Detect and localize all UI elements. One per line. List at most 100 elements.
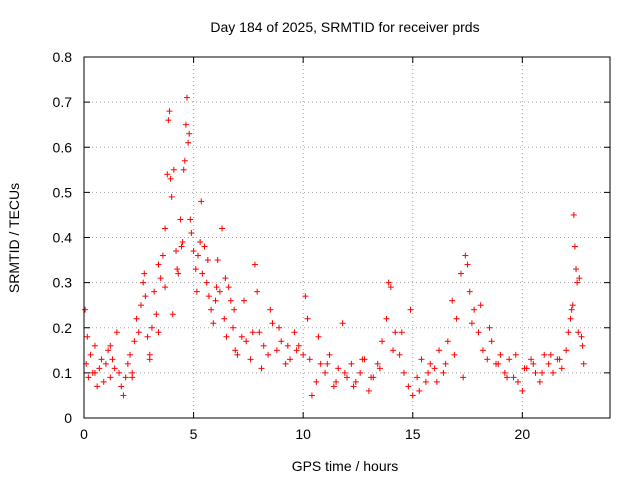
- data-point: [98, 356, 105, 363]
- data-point: [122, 374, 129, 381]
- data-point: [181, 157, 188, 164]
- data-point: [512, 351, 519, 358]
- data-point: [141, 270, 148, 277]
- data-point: [193, 288, 200, 295]
- data-point: [291, 329, 298, 336]
- data-point: [184, 94, 191, 101]
- data-point: [484, 356, 491, 363]
- data-point: [495, 360, 502, 367]
- data-point: [94, 383, 101, 390]
- data-point: [230, 324, 237, 331]
- data-point: [213, 284, 220, 291]
- y-tick-label: 0.5: [53, 184, 73, 200]
- data-point: [387, 284, 394, 291]
- data-point: [221, 315, 228, 322]
- data-point: [223, 333, 230, 340]
- data-point: [453, 315, 460, 322]
- data-point: [203, 279, 210, 286]
- data-point: [479, 347, 486, 354]
- data-point: [385, 279, 392, 286]
- data-point: [91, 369, 98, 376]
- data-point: [170, 166, 177, 173]
- data-point: [162, 284, 169, 291]
- data-point: [368, 374, 375, 381]
- data-point: [190, 248, 197, 255]
- data-point: [574, 279, 581, 286]
- data-point: [409, 392, 416, 399]
- data-point: [335, 365, 342, 372]
- y-tick-label: 0.6: [53, 139, 73, 155]
- data-point: [449, 297, 456, 304]
- data-point: [462, 252, 469, 259]
- data-point: [201, 243, 208, 250]
- data-point: [116, 369, 123, 376]
- data-point: [545, 360, 552, 367]
- data-point: [258, 365, 265, 372]
- data-point: [405, 383, 412, 390]
- data-point: [178, 243, 185, 250]
- data-point: [431, 365, 438, 372]
- data-point: [120, 392, 127, 399]
- data-point: [131, 338, 138, 345]
- data-point: [536, 378, 543, 385]
- data-point: [287, 356, 294, 363]
- data-point: [295, 342, 302, 349]
- data-point: [315, 333, 322, 340]
- y-tick-labels: 0 0.1 0.2 0.3 0.4 0.5 0.6 0.7 0.8: [53, 49, 73, 426]
- data-point: [528, 356, 535, 363]
- x-tick-labels: 0 5 10 15 20: [80, 426, 530, 442]
- y-tick-label: 0.7: [53, 94, 73, 110]
- data-point: [580, 360, 587, 367]
- data-point: [541, 351, 548, 358]
- data-point: [135, 329, 142, 336]
- data-point: [333, 378, 340, 385]
- data-point: [501, 369, 508, 376]
- data-point: [284, 342, 291, 349]
- data-point: [418, 356, 425, 363]
- data-point: [379, 338, 386, 345]
- data-point: [182, 121, 189, 128]
- data-point: [251, 261, 258, 268]
- data-point: [565, 329, 572, 336]
- data-point: [155, 329, 162, 336]
- data-point: [306, 356, 313, 363]
- data-point: [204, 257, 211, 264]
- data-point: [179, 239, 186, 246]
- data-point: [113, 329, 120, 336]
- data-point: [216, 288, 223, 295]
- data-point: [234, 351, 241, 358]
- data-point: [503, 374, 510, 381]
- data-point: [102, 360, 109, 367]
- data-point: [348, 360, 355, 367]
- y-tick-label: 0.8: [53, 49, 73, 65]
- data-point: [153, 311, 160, 318]
- y-tick-label: 0.2: [53, 320, 73, 336]
- data-point: [265, 351, 272, 358]
- data-point: [107, 342, 114, 349]
- data-point: [169, 311, 176, 318]
- data-point: [140, 279, 147, 286]
- data-point: [144, 333, 151, 340]
- data-point: [300, 351, 307, 358]
- data-point: [174, 266, 181, 273]
- data-point: [249, 329, 256, 336]
- data-point: [167, 175, 174, 182]
- data-point: [313, 378, 320, 385]
- data-point: [175, 270, 182, 277]
- data-point: [260, 342, 267, 349]
- data-point: [129, 374, 136, 381]
- data-point: [82, 306, 89, 313]
- data-point: [510, 374, 517, 381]
- data-point: [464, 261, 471, 268]
- data-point: [475, 329, 482, 336]
- data-point: [227, 297, 234, 304]
- data-point: [563, 347, 570, 354]
- data-point: [199, 270, 206, 277]
- data-point: [460, 374, 467, 381]
- data-point: [414, 374, 421, 381]
- y-axis-label: SRMTID / TECUs: [6, 183, 22, 293]
- data-point: [398, 329, 405, 336]
- data-point: [254, 288, 261, 295]
- data-point: [576, 275, 583, 282]
- data-point: [197, 239, 204, 246]
